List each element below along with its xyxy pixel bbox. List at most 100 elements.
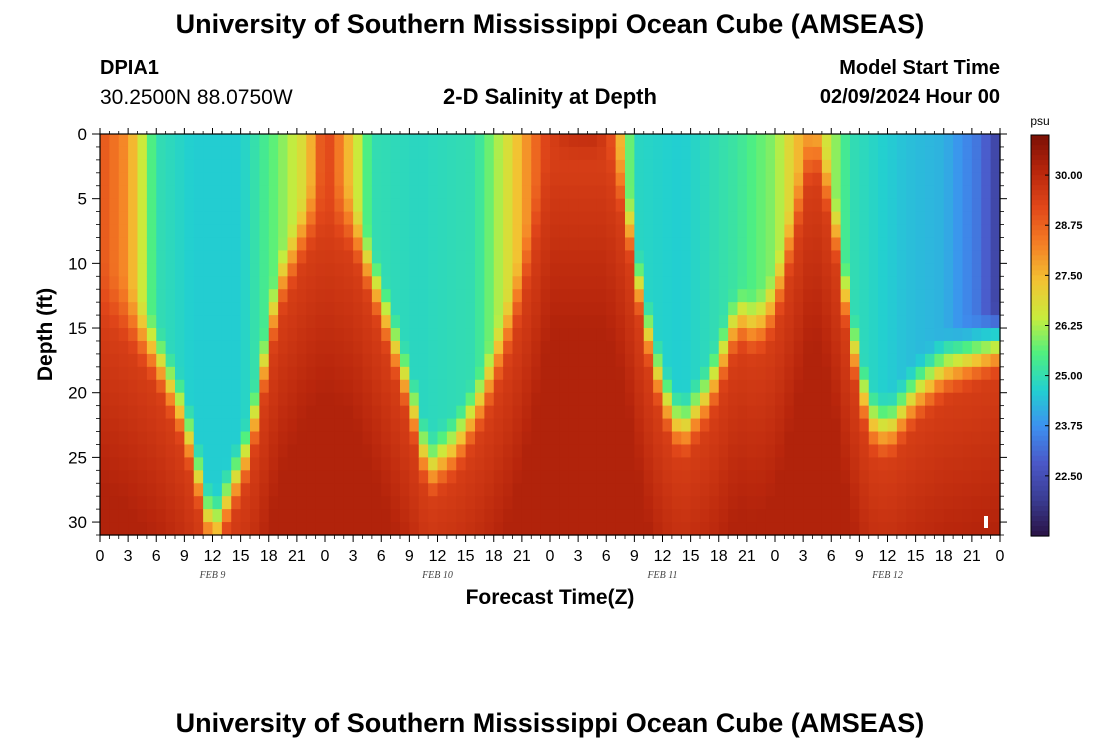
heatmap-cell — [521, 340, 532, 355]
heatmap-cell — [221, 392, 232, 407]
heatmap-cell — [700, 366, 710, 381]
heatmap-cell — [221, 172, 232, 187]
heatmap-cell — [212, 250, 223, 264]
heatmap-cell — [409, 185, 420, 200]
heatmap-cell — [671, 146, 682, 161]
heatmap-cell — [493, 392, 504, 407]
heatmap-cell — [840, 198, 851, 213]
day-label: FEB 10 — [421, 570, 453, 581]
heatmap-cell — [493, 263, 504, 277]
heatmap-cell — [718, 185, 729, 200]
heatmap-cell — [400, 237, 410, 252]
heatmap-cell — [484, 172, 495, 187]
heatmap-cell — [643, 211, 654, 226]
heatmap-cell — [850, 470, 860, 484]
heatmap-cell — [409, 509, 420, 523]
heatmap-cell — [728, 509, 739, 523]
heatmap-cell — [953, 224, 964, 239]
heatmap-cell — [578, 457, 589, 471]
heatmap-cell — [146, 134, 157, 148]
heatmap-cell — [737, 315, 748, 329]
heatmap-cell — [221, 366, 232, 381]
heatmap-cell — [325, 366, 335, 381]
heatmap-cell — [643, 444, 654, 458]
heatmap-cell — [634, 159, 645, 174]
heatmap-cell — [831, 302, 842, 316]
heatmap-cell — [737, 263, 748, 277]
heatmap-cell — [390, 379, 401, 394]
heatmap-cell — [521, 496, 532, 510]
heatmap-cell — [643, 366, 654, 381]
heatmap-cell — [765, 496, 776, 510]
heatmap-cell — [784, 315, 795, 329]
heatmap-cell — [353, 392, 364, 407]
x-tick-label: 6 — [377, 548, 386, 565]
heatmap-cell — [812, 392, 823, 407]
heatmap-cell — [643, 457, 654, 471]
heatmap-cell — [428, 340, 439, 355]
heatmap-cell — [221, 470, 232, 484]
heatmap-cell — [625, 483, 635, 497]
heatmap-cell — [775, 405, 785, 420]
heatmap-cell — [493, 224, 504, 239]
heatmap-cell — [559, 276, 570, 290]
heatmap-cell — [203, 418, 214, 433]
heatmap-cell — [775, 224, 785, 239]
heatmap-cell — [793, 276, 804, 290]
heatmap-cell — [221, 185, 232, 200]
heatmap-cell — [193, 211, 204, 226]
heatmap-cell — [165, 366, 176, 381]
heatmap-cell — [700, 353, 710, 368]
heatmap-cell — [568, 496, 579, 510]
heatmap-cell — [521, 172, 532, 187]
colorbar-segment — [1031, 345, 1049, 352]
heatmap-cell — [681, 496, 692, 510]
heatmap-cell — [634, 289, 645, 303]
heatmap-cell — [484, 522, 495, 536]
heatmap-cell — [484, 470, 495, 484]
heatmap-cell — [278, 522, 289, 536]
heatmap-cell — [512, 483, 523, 497]
heatmap-cell — [775, 185, 785, 200]
heatmap-cell — [390, 302, 401, 316]
heatmap-cell — [775, 198, 785, 213]
heatmap-cell — [175, 431, 185, 446]
heatmap-cell — [840, 353, 851, 368]
heatmap-cell — [568, 211, 579, 226]
heatmap-cell — [953, 237, 964, 252]
heatmap-cell — [409, 263, 420, 277]
heatmap-cell — [596, 250, 607, 264]
heatmap-cell — [484, 483, 495, 497]
heatmap-cell — [512, 263, 523, 277]
x-tick-label: 3 — [574, 548, 583, 565]
heatmap-cell — [306, 211, 317, 226]
heatmap-cell — [653, 289, 664, 303]
heatmap-cell — [184, 250, 195, 264]
heatmap-cell — [878, 522, 889, 536]
heatmap-cell — [662, 276, 673, 290]
heatmap-cell — [925, 134, 935, 148]
heatmap-cell — [287, 185, 298, 200]
heatmap-cell — [503, 353, 514, 368]
heatmap-cell — [531, 328, 542, 342]
heatmap-cell — [868, 366, 879, 381]
heatmap-cell — [765, 444, 776, 458]
heatmap-cell — [840, 185, 851, 200]
heatmap-cell — [746, 315, 757, 329]
heatmap-cell — [503, 185, 514, 200]
heatmap-cell — [268, 470, 279, 484]
heatmap-cell — [868, 146, 879, 161]
heatmap-cell — [709, 172, 720, 187]
heatmap-cell — [418, 250, 429, 264]
heatmap-cell — [709, 405, 720, 420]
heatmap-cell — [662, 237, 673, 252]
heatmap-cell — [512, 159, 523, 174]
colorbar-segment — [1031, 475, 1049, 482]
heatmap-cell — [212, 263, 223, 277]
heatmap-cell — [925, 276, 935, 290]
heatmap-cell — [240, 340, 251, 355]
heatmap-cell — [737, 328, 748, 342]
heatmap-cell — [859, 353, 870, 368]
heatmap-cell — [690, 444, 701, 458]
heatmap-cell — [578, 405, 589, 420]
